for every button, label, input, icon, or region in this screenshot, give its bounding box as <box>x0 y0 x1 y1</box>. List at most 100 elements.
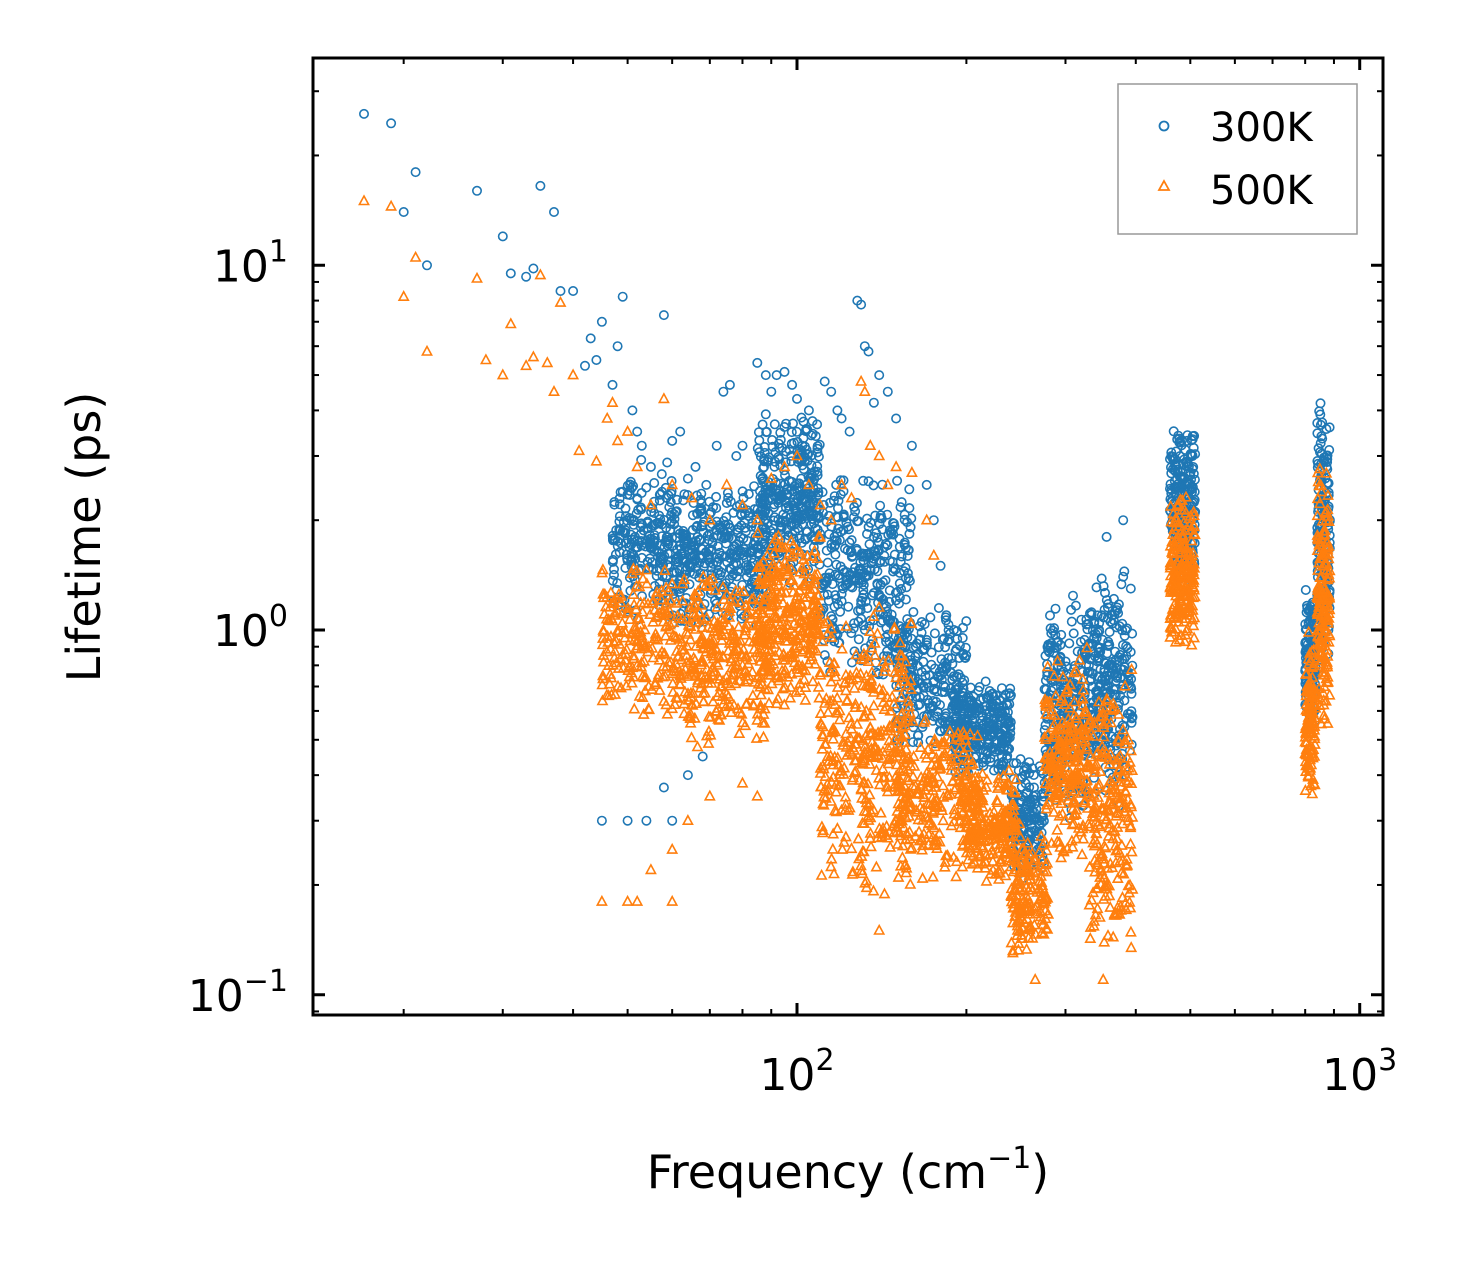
data-point-500k <box>799 579 812 591</box>
data-point-300k <box>780 418 791 429</box>
data-point-300k <box>821 516 832 527</box>
data-point-500k <box>657 694 670 706</box>
data-point-300k <box>669 513 680 524</box>
data-point-500k <box>852 832 865 844</box>
data-point-500k <box>836 842 849 854</box>
data-point-500k <box>653 606 666 618</box>
data-point-500k <box>1022 883 1035 895</box>
data-point-500k <box>865 672 878 684</box>
data-point-500k <box>873 600 886 612</box>
data-point-300k <box>1106 662 1117 673</box>
data-point-500k <box>882 831 894 843</box>
data-point-500k <box>862 813 875 825</box>
data-point-300k <box>881 636 892 647</box>
data-point-500k <box>837 767 850 779</box>
data-point-300k <box>1318 455 1329 466</box>
data-point-500k <box>1010 773 1022 785</box>
data-point-500k <box>826 662 839 674</box>
data-point-500k <box>798 567 811 579</box>
data-point-500k <box>784 610 797 622</box>
data-point-300k <box>1023 836 1034 847</box>
data-point-300k <box>671 494 682 505</box>
data-point-300k <box>921 637 932 648</box>
data-point-500k <box>816 759 829 771</box>
data-point-500k <box>762 637 775 649</box>
data-point-300k <box>882 629 893 640</box>
data-point-300k <box>752 547 763 558</box>
data-point-300k <box>1166 484 1177 495</box>
data-point-500k <box>631 635 644 647</box>
data-point-300k <box>1021 787 1032 798</box>
data-point-500k <box>856 752 869 764</box>
data-point-300k <box>958 649 969 660</box>
data-point-300k <box>1115 690 1126 701</box>
data-point-300k <box>873 669 884 680</box>
data-point-500k <box>732 702 744 714</box>
data-point-500k <box>766 538 779 550</box>
data-point-500k <box>893 817 906 829</box>
data-point-500k <box>918 715 931 727</box>
data-point-500k <box>1027 857 1040 869</box>
data-point-300k <box>941 610 952 621</box>
data-point-300k <box>709 595 720 606</box>
data-point-500k <box>793 639 806 651</box>
data-point-500k <box>639 671 652 683</box>
data-point-300k <box>989 708 1000 719</box>
data-point-300k <box>784 504 795 515</box>
data-point-500k <box>785 562 798 574</box>
data-point-300k <box>741 560 752 571</box>
data-point-500k <box>797 553 810 565</box>
data-point-500k <box>678 643 691 655</box>
data-point-500k <box>804 653 817 665</box>
data-point-300k <box>939 686 950 697</box>
data-point-500k <box>895 691 908 703</box>
data-point-300k <box>728 568 739 579</box>
data-point-500k <box>640 577 653 589</box>
data-point-300k <box>649 477 660 488</box>
data-point-500k <box>610 656 623 668</box>
data-point-500k <box>705 637 718 649</box>
data-point-500k <box>839 675 852 687</box>
data-point-500k <box>821 615 834 627</box>
data-point-300k <box>614 511 625 522</box>
data-point-300k <box>904 484 915 495</box>
data-point-300k <box>833 495 844 506</box>
data-point-500k <box>923 798 936 810</box>
data-point-500k <box>626 661 639 673</box>
data-point-300k <box>615 487 626 498</box>
data-point-300k <box>941 662 952 673</box>
data-point-500k <box>777 682 790 694</box>
data-point-500k <box>658 647 671 659</box>
data-point-300k <box>1188 468 1199 479</box>
data-point-300k <box>633 504 644 515</box>
data-point-500k <box>717 697 730 709</box>
data-point-500k <box>715 611 728 623</box>
data-point-300k <box>1104 626 1115 637</box>
data-point-300k <box>1313 443 1324 454</box>
data-point-500k <box>975 778 988 790</box>
data-point-500k <box>882 653 895 665</box>
data-point-300k <box>718 386 729 397</box>
data-point-300k <box>860 596 871 607</box>
data-point-500k <box>781 650 794 662</box>
data-point-500k <box>866 735 879 747</box>
data-point-300k <box>806 490 817 501</box>
data-point-300k <box>697 552 708 563</box>
data-point-500k <box>688 711 701 723</box>
data-point-300k <box>997 760 1008 771</box>
data-point-300k <box>858 475 869 486</box>
data-point-500k <box>895 670 908 682</box>
data-point-500k <box>739 624 752 636</box>
data-point-300k <box>906 440 917 451</box>
data-point-500k <box>741 605 754 617</box>
data-point-300k <box>612 578 623 589</box>
data-point-500k <box>819 770 832 782</box>
data-point-300k <box>749 481 760 492</box>
data-point-500k <box>1013 914 1026 926</box>
data-point-500k <box>664 594 677 606</box>
data-point-300k <box>1111 675 1122 686</box>
data-point-500k <box>897 715 910 727</box>
data-point-300k <box>1030 814 1041 825</box>
data-point-500k <box>933 835 946 847</box>
